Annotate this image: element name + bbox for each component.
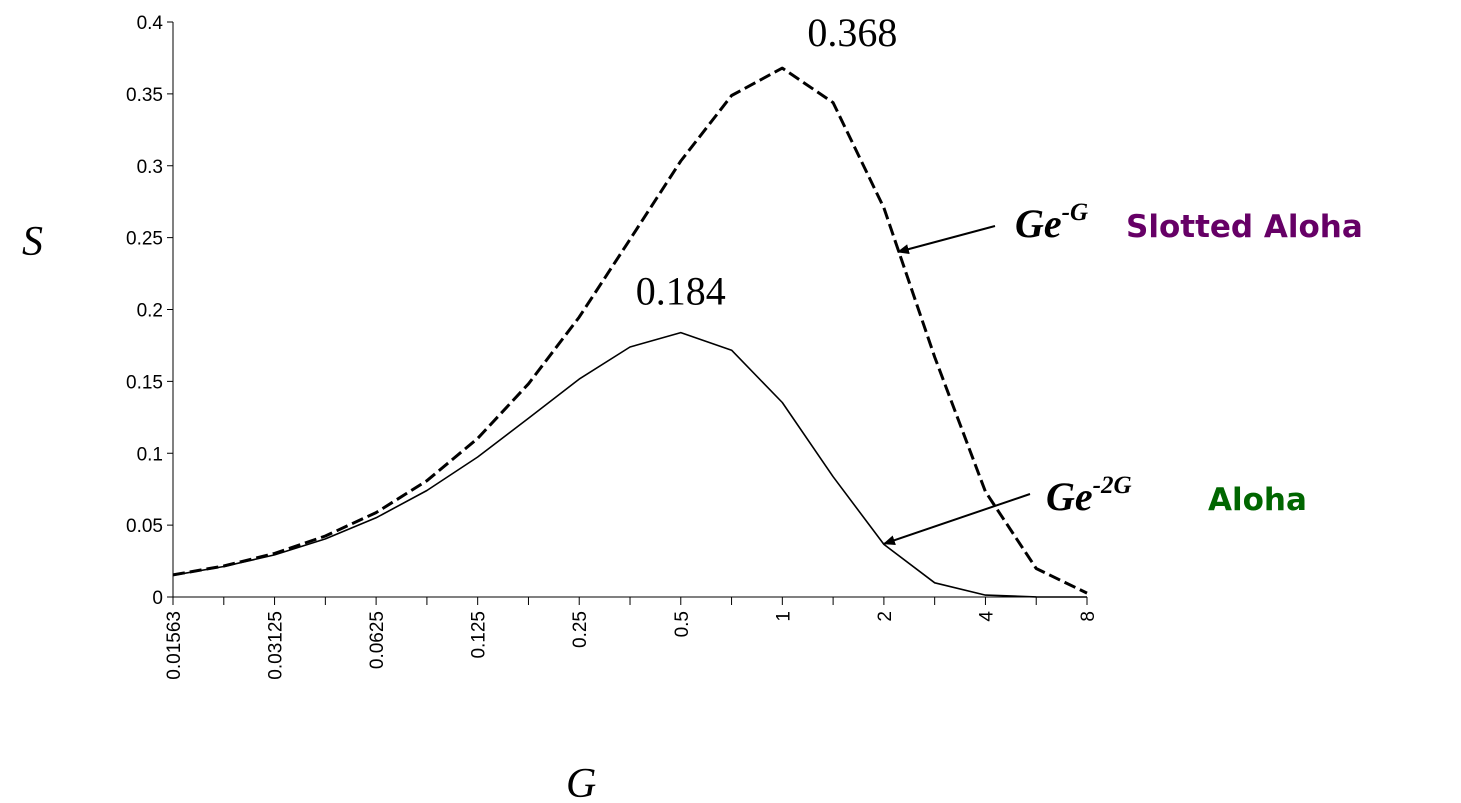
- x-tick-label: 0.25: [570, 611, 591, 648]
- legend-series-name: Aloha: [1208, 482, 1307, 518]
- y-tick-label: 0.2: [137, 301, 163, 322]
- peak-label: 0.368: [807, 10, 897, 55]
- legend-arrow: [896, 225, 996, 254]
- y-tick-label: 0.15: [126, 372, 163, 393]
- y-tick-label: 0.3: [137, 157, 163, 178]
- x-tick-label: 0.0625: [367, 611, 388, 669]
- x-tick-label: 1: [773, 611, 794, 622]
- formula-exponent: -G: [1062, 199, 1088, 226]
- y-tick-label: 0.25: [126, 229, 163, 250]
- x-tick-label: 0.5: [672, 611, 693, 637]
- formula-base: Ge: [1015, 201, 1062, 246]
- series-line-slotted-aloha: [172, 66, 1088, 595]
- legend-formula: Ge-2G: [1046, 472, 1132, 519]
- x-tick-label: 0.03125: [266, 611, 287, 680]
- x-tick-label: 0.125: [469, 611, 490, 659]
- y-tick-label: 0.4: [137, 13, 164, 34]
- y-tick-label: 0.05: [126, 516, 163, 537]
- series-line-aloha: [172, 331, 1088, 598]
- y-tick-label: 0: [152, 588, 163, 609]
- x-tick-label: 4: [976, 611, 997, 622]
- y-tick-label: 0.1: [137, 444, 163, 465]
- x-tick-label: 2: [875, 611, 896, 622]
- formula-base: Ge: [1046, 474, 1093, 519]
- axes: 0 0.05 0.1 0.15 0.2 0.25 0.3 0.35 0.4 0.01563 0.03…: [22, 13, 1099, 803]
- peak-label: 0.184: [636, 269, 726, 314]
- legend-arrow: [882, 493, 1031, 545]
- series-layer: [172, 66, 1088, 598]
- x-tick-label: 8: [1078, 611, 1099, 622]
- formula-exponent: -2G: [1093, 472, 1132, 499]
- legend-series-name: Slotted Aloha: [1126, 209, 1363, 245]
- y-tick-label: 0.35: [126, 85, 163, 106]
- x-tick-label: 0.01563: [164, 611, 185, 680]
- legend-formula: Ge-G: [1015, 199, 1088, 246]
- y-axis-title: S: [22, 219, 43, 265]
- x-axis-title: G: [566, 761, 596, 803]
